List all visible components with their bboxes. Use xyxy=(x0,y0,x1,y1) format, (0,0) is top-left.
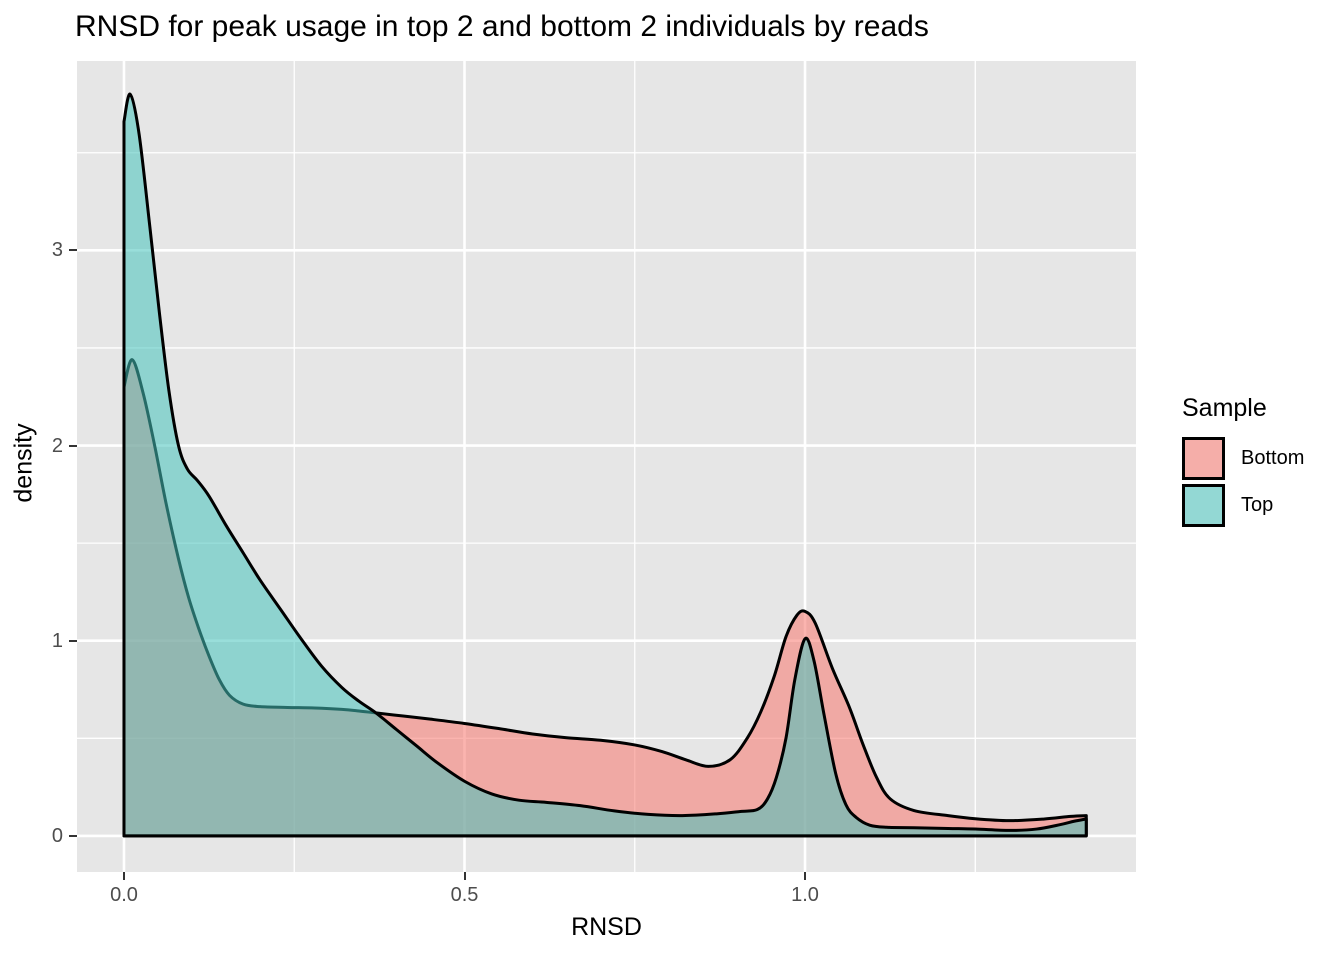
legend-entries: Bottom Top xyxy=(1182,437,1304,527)
legend: Sample Bottom Top xyxy=(1182,394,1304,531)
y-tick-label: 2 xyxy=(51,434,63,457)
legend-entry-bottom: Bottom xyxy=(1182,437,1304,480)
x-tick-mark xyxy=(804,872,807,880)
y-tick-label: 3 xyxy=(51,239,63,262)
x-axis-title: RNSD xyxy=(571,913,642,941)
plot-panel xyxy=(77,61,1136,872)
y-tick-mark xyxy=(69,639,77,642)
legend-entry-top: Top xyxy=(1182,484,1304,527)
legend-swatch-bottom xyxy=(1182,437,1225,480)
chart-canvas xyxy=(77,61,1136,872)
plot-title: RNSD for peak usage in top 2 and bottom … xyxy=(75,10,929,43)
legend-label: Bottom xyxy=(1241,447,1305,469)
y-axis-title: density xyxy=(9,423,38,503)
y-tick-mark xyxy=(69,834,77,837)
x-tick-mark xyxy=(122,872,125,880)
x-tick-label: 1.0 xyxy=(791,884,819,906)
legend-label: Top xyxy=(1241,494,1274,516)
x-tick-label: 0.5 xyxy=(450,884,479,906)
x-tick-mark xyxy=(463,872,466,880)
density-area-top xyxy=(122,92,1088,838)
x-tick-label: 0.0 xyxy=(110,884,138,906)
y-tick-mark xyxy=(69,444,77,447)
y-tick-mark xyxy=(69,249,77,252)
y-tick-label: 0 xyxy=(51,824,63,847)
legend-swatch-top xyxy=(1182,484,1225,527)
legend-title: Sample xyxy=(1182,394,1267,422)
y-tick-label: 1 xyxy=(51,629,63,652)
